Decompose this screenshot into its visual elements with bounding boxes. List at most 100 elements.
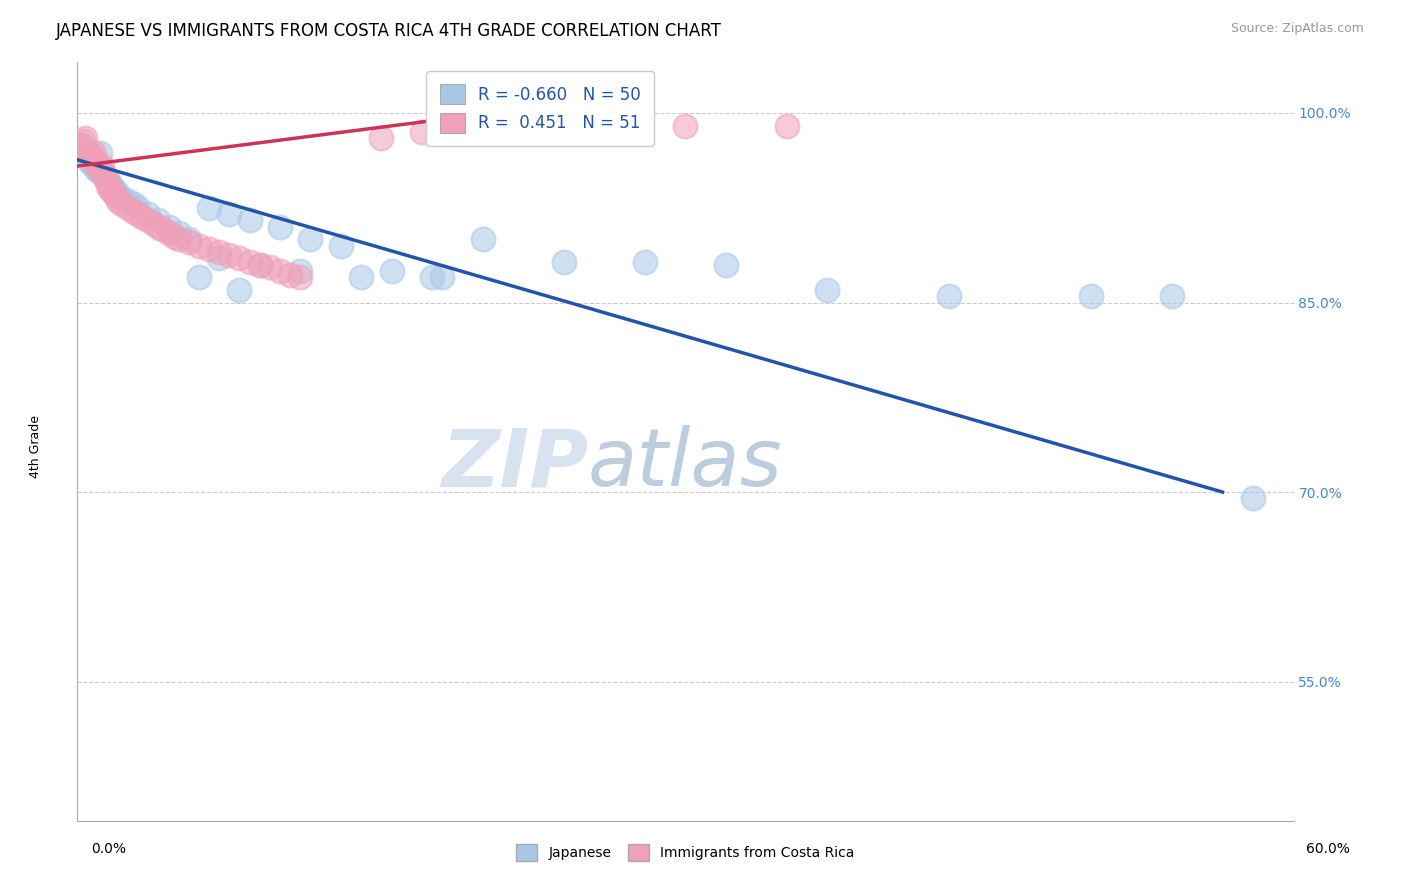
Point [93,169,115,184]
Point [83,146,105,161]
Point [98,177,121,191]
Point [72,144,94,158]
Point [75,131,97,145]
Point [143,217,166,231]
Text: Source: ZipAtlas.com: Source: ZipAtlas.com [1230,22,1364,36]
Point [76,150,98,164]
Point [430,270,453,285]
Point [380,264,402,278]
Point [79,154,101,169]
Point [148,213,170,227]
Point [218,207,240,221]
Point [103,186,125,201]
Text: JAPANESE VS IMMIGRANTS FROM COSTA RICA 4TH GRADE CORRELATION CHART: JAPANESE VS IMMIGRANTS FROM COSTA RICA 4… [56,22,723,40]
Point [70,137,93,152]
Point [94,171,117,186]
Point [1161,289,1184,303]
Point [127,201,149,215]
Point [80,156,103,170]
Point [370,131,392,145]
Point [249,258,271,272]
Point [420,270,443,285]
Point [104,189,127,203]
Point [97,174,120,188]
Point [177,232,200,246]
Point [278,268,301,282]
Point [228,283,250,297]
Point [167,232,190,246]
Point [492,121,515,136]
Point [1080,289,1102,303]
Point [122,197,145,211]
Point [290,264,312,278]
Point [107,194,129,209]
Point [208,252,231,266]
Point [86,164,108,178]
Point [776,119,799,133]
Text: 4th Grade: 4th Grade [28,415,42,477]
Point [188,238,211,252]
Point [471,232,494,246]
Point [1241,491,1264,506]
Point [259,260,281,275]
Point [86,159,108,173]
Point [218,247,240,261]
Point [103,182,125,196]
Point [188,270,211,285]
Point [117,194,139,209]
Point [107,186,129,201]
Point [157,226,180,240]
Point [198,243,221,257]
Point [163,230,186,244]
Point [93,167,115,181]
Point [815,283,838,297]
Point [101,185,124,199]
Point [228,252,250,266]
Point [127,207,149,221]
Point [329,238,352,252]
Point [70,137,93,152]
Point [83,159,105,173]
Point [98,182,121,196]
Text: atlas: atlas [588,425,783,503]
Point [117,201,139,215]
Point [269,219,291,234]
Text: 0.0%: 0.0% [91,842,127,856]
Point [131,210,153,224]
Point [239,255,262,269]
Point [208,244,231,259]
Text: ZIP: ZIP [440,425,588,503]
Point [90,159,112,173]
Point [79,146,101,161]
Point [290,270,312,285]
Point [239,213,262,227]
Point [67,141,90,155]
Point [122,204,145,219]
Point [167,226,190,240]
Point [157,219,180,234]
Point [675,119,697,133]
Point [553,255,575,269]
Point [84,161,107,176]
Point [198,201,221,215]
Point [111,192,134,206]
Point [299,232,322,246]
Point [75,146,97,161]
Point [89,146,111,161]
Point [634,255,657,269]
Point [152,222,174,236]
Point [94,171,117,186]
Point [249,258,271,272]
Point [938,289,960,303]
Point [177,235,200,249]
Point [111,197,134,211]
Legend: Japanese, Immigrants from Costa Rica: Japanese, Immigrants from Costa Rica [510,838,860,867]
Point [411,125,433,139]
Point [97,179,120,194]
Point [80,150,103,164]
Point [350,270,373,285]
Point [136,213,159,227]
Point [72,134,94,148]
Text: 60.0%: 60.0% [1306,842,1350,856]
Point [269,264,291,278]
